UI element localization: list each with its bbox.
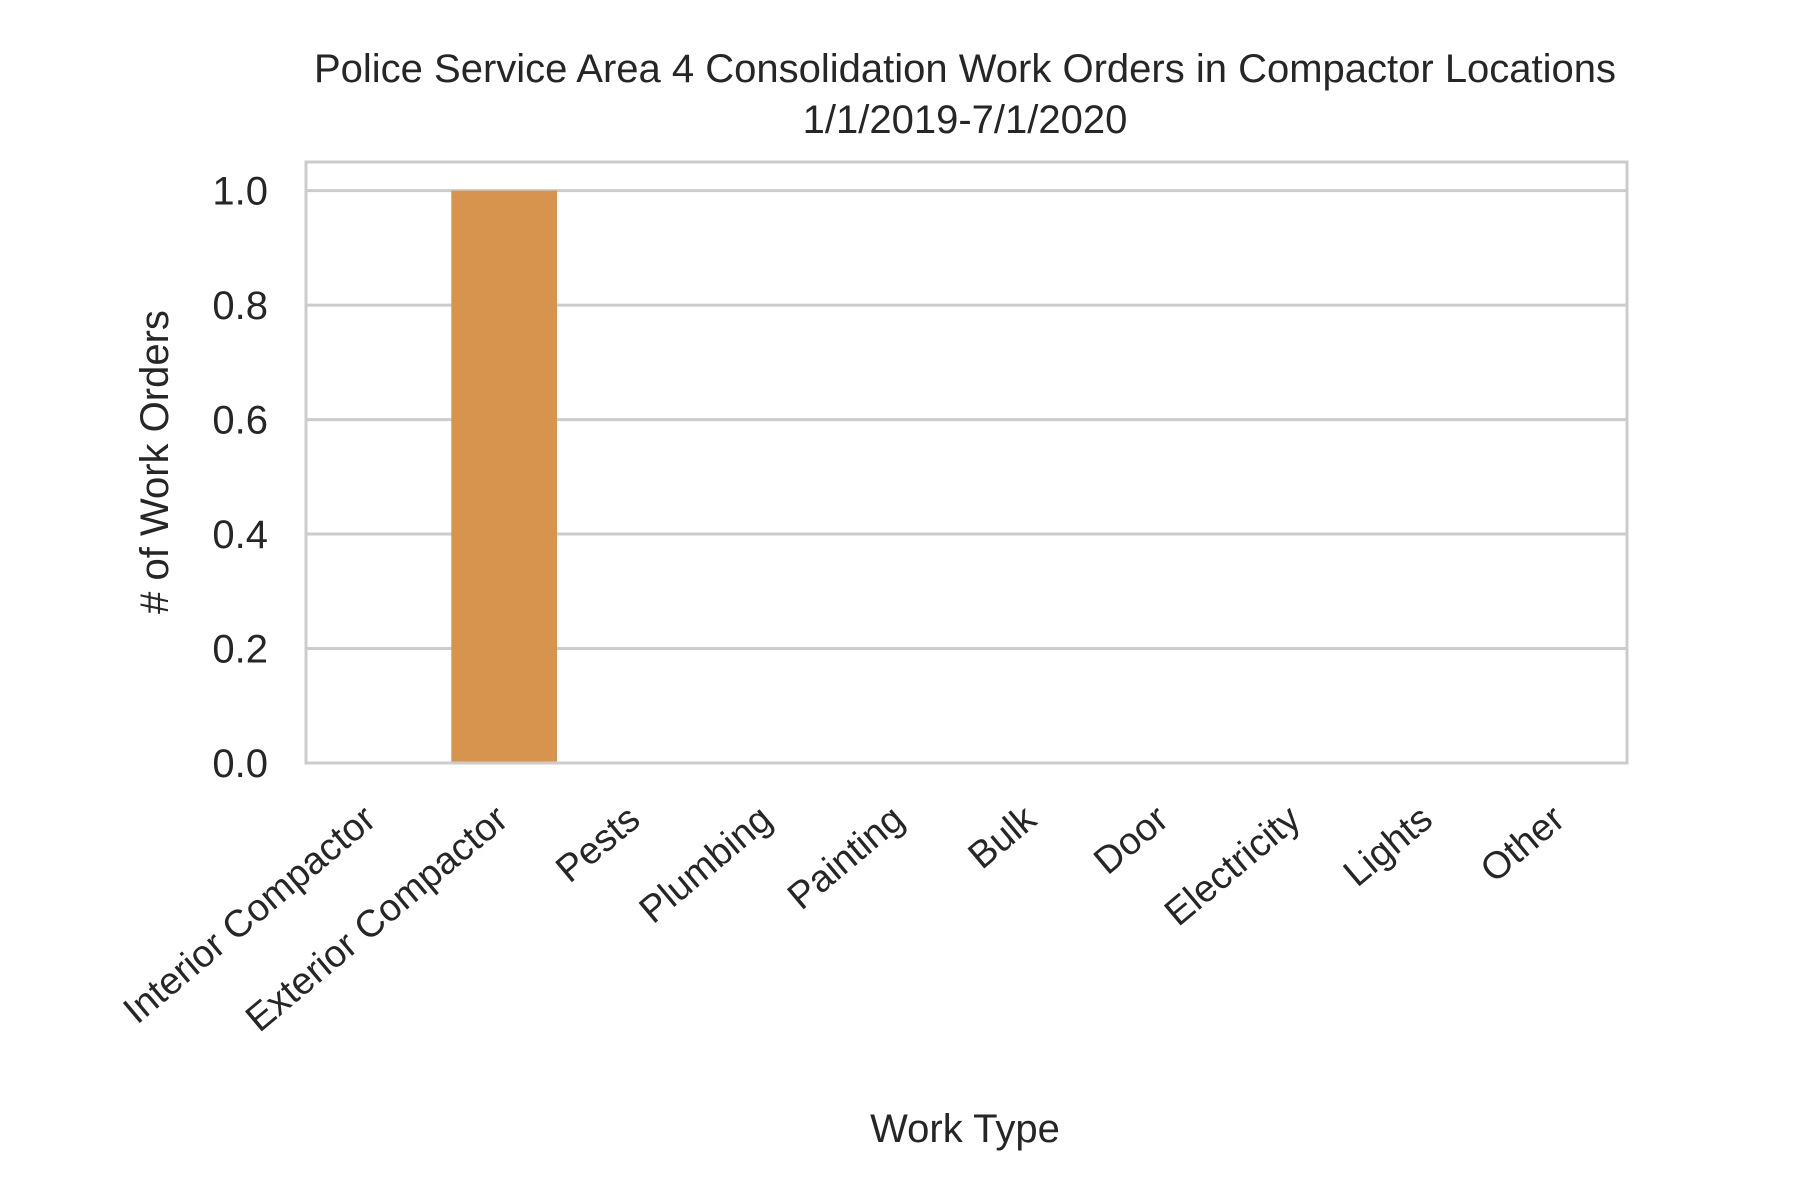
bars [451, 190, 557, 764]
y-tick-label: 0.2 [212, 628, 268, 672]
x-tick-label: Bulk [961, 797, 1045, 877]
plot-frame [304, 160, 1629, 765]
x-tick-label: Interior Compactor [116, 798, 384, 1033]
x-tick-label: Plumbing [632, 798, 780, 932]
y-tick-label: 0.4 [212, 513, 268, 557]
chart-title: Police Service Area 4 Consolidation Work… [314, 47, 1616, 91]
x-tick-label: Lights [1336, 798, 1441, 895]
x-tick-label: Pests [548, 798, 648, 891]
y-tick-label: 0.6 [212, 399, 268, 443]
bar [451, 190, 557, 764]
x-tick-label: Painting [780, 798, 912, 918]
x-tick-label: Electricity [1157, 798, 1309, 935]
chart-subtitle: 1/1/2019-7/1/2020 [803, 98, 1128, 142]
y-axis-label: # of Work Orders [133, 310, 177, 614]
x-tick-label: Other [1473, 798, 1573, 891]
y-tick-label: 0.0 [212, 742, 268, 786]
y-tick-label: 1.0 [212, 170, 268, 214]
x-tick-label: Door [1086, 798, 1176, 883]
x-axis-label: Work Type [870, 1107, 1060, 1151]
y-tick-label: 0.8 [212, 284, 268, 328]
y-tick-labels: 0.0 0.2 0.4 0.6 0.8 1.0 [212, 170, 268, 786]
